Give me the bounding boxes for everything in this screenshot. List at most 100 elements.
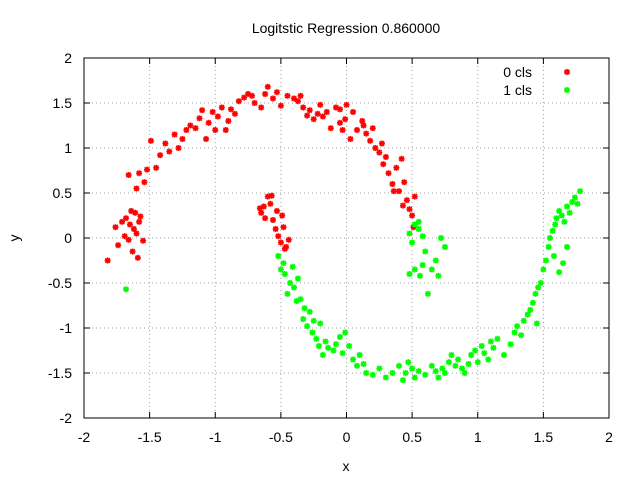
legend-label-1-cls: 1 cls — [503, 82, 532, 98]
data-point-0-cls — [294, 98, 301, 105]
data-point-1-cls — [422, 371, 429, 378]
data-point-1-cls — [342, 329, 349, 336]
data-point-0-cls — [342, 116, 349, 123]
data-point-0-cls — [411, 193, 418, 200]
data-point-1-cls — [297, 296, 304, 303]
data-point-1-cls — [566, 209, 573, 216]
x-tick-label: -2 — [78, 429, 91, 445]
data-point-0-cls — [403, 197, 410, 204]
data-point-1-cls — [507, 341, 514, 348]
data-point-0-cls — [323, 109, 330, 115]
y-tick-label: 1.5 — [53, 95, 73, 111]
data-point-1-cls — [574, 200, 581, 207]
data-point-0-cls — [147, 137, 154, 144]
data-point-1-cls — [363, 370, 370, 376]
data-point-1-cls — [409, 239, 416, 246]
data-point-1-cls — [556, 269, 563, 276]
data-point-0-cls — [389, 181, 396, 187]
data-point-1-cls — [545, 244, 552, 250]
data-point-1-cls — [123, 286, 129, 293]
data-point-0-cls — [280, 224, 287, 231]
data-point-0-cls — [268, 192, 275, 199]
data-point-1-cls — [490, 344, 497, 351]
y-tick-label: -0.5 — [48, 275, 72, 291]
data-point-0-cls — [363, 130, 370, 137]
y-tick-label: -2 — [60, 410, 73, 426]
data-point-1-cls — [406, 271, 413, 277]
x-axis-label: x — [343, 458, 350, 474]
data-point-1-cls — [310, 317, 317, 324]
data-point-0-cls — [279, 212, 286, 219]
data-point-1-cls — [561, 218, 568, 225]
data-point-1-cls — [546, 235, 553, 241]
data-point-1-cls — [527, 307, 534, 313]
data-point-1-cls — [445, 359, 452, 366]
data-point-1-cls — [300, 316, 307, 322]
data-point-1-cls — [478, 343, 485, 349]
x-tick-label: 0 — [343, 429, 351, 445]
data-point-1-cls — [428, 362, 435, 369]
data-point-0-cls — [284, 92, 291, 99]
data-point-0-cls — [396, 188, 402, 195]
legend-marker-0-cls — [564, 69, 570, 75]
data-point-0-cls — [401, 179, 408, 186]
data-point-0-cls — [153, 164, 160, 171]
data-point-1-cls — [330, 347, 337, 354]
data-point-1-cls — [415, 218, 422, 225]
data-point-1-cls — [501, 352, 507, 358]
data-point-1-cls — [432, 257, 439, 264]
data-point-1-cls — [336, 334, 343, 340]
data-point-0-cls — [104, 257, 111, 264]
y-tick-label: -1 — [60, 320, 73, 336]
data-point-0-cls — [281, 245, 288, 252]
data-point-1-cls — [376, 365, 383, 372]
y-tick-label: 2 — [64, 50, 72, 66]
data-point-0-cls — [262, 91, 269, 97]
x-tick-label: -1 — [209, 429, 222, 445]
data-point-0-cls — [378, 140, 385, 147]
data-point-0-cls — [273, 208, 280, 214]
data-point-1-cls — [301, 305, 308, 312]
data-point-0-cls — [251, 100, 258, 106]
data-point-1-cls — [411, 374, 418, 381]
data-point-1-cls — [432, 368, 439, 375]
data-point-0-cls — [382, 154, 389, 160]
data-point-1-cls — [577, 188, 584, 195]
data-point-1-cls — [417, 272, 423, 279]
data-point-1-cls — [474, 359, 481, 366]
grid-lines — [84, 58, 609, 418]
data-point-0-cls — [277, 102, 284, 109]
data-point-0-cls — [367, 137, 374, 144]
data-point-0-cls — [343, 101, 350, 108]
data-point-1-cls — [369, 371, 376, 378]
data-point-1-cls — [452, 362, 459, 369]
legend-markers — [564, 69, 570, 93]
data-point-0-cls — [409, 212, 416, 219]
data-point-1-cls — [415, 368, 422, 375]
data-point-1-cls — [389, 370, 396, 376]
data-point-1-cls — [560, 260, 567, 267]
data-point-0-cls — [270, 217, 276, 223]
data-point-0-cls — [133, 185, 140, 192]
data-point-0-cls — [360, 122, 367, 129]
data-point-0-cls — [183, 127, 190, 133]
data-point-1-cls — [558, 212, 565, 219]
x-tick-label: -0.5 — [269, 429, 293, 445]
data-point-0-cls — [398, 155, 405, 162]
data-point-0-cls — [264, 83, 271, 90]
data-point-1-cls — [520, 317, 527, 324]
data-point-1-cls — [277, 266, 284, 273]
data-point-0-cls — [273, 89, 280, 96]
data-point-1-cls — [441, 370, 448, 376]
data-point-1-cls — [291, 284, 297, 291]
data-point-0-cls — [380, 161, 387, 168]
data-point-0-cls — [241, 94, 248, 101]
data-point-1-cls — [289, 263, 296, 270]
x-tick-label: 0.5 — [402, 429, 422, 445]
data-point-0-cls — [369, 125, 376, 132]
data-point-0-cls — [171, 131, 178, 138]
data-point-0-cls — [166, 148, 173, 155]
data-point-1-cls — [325, 344, 332, 351]
data-point-1-cls — [468, 352, 475, 358]
